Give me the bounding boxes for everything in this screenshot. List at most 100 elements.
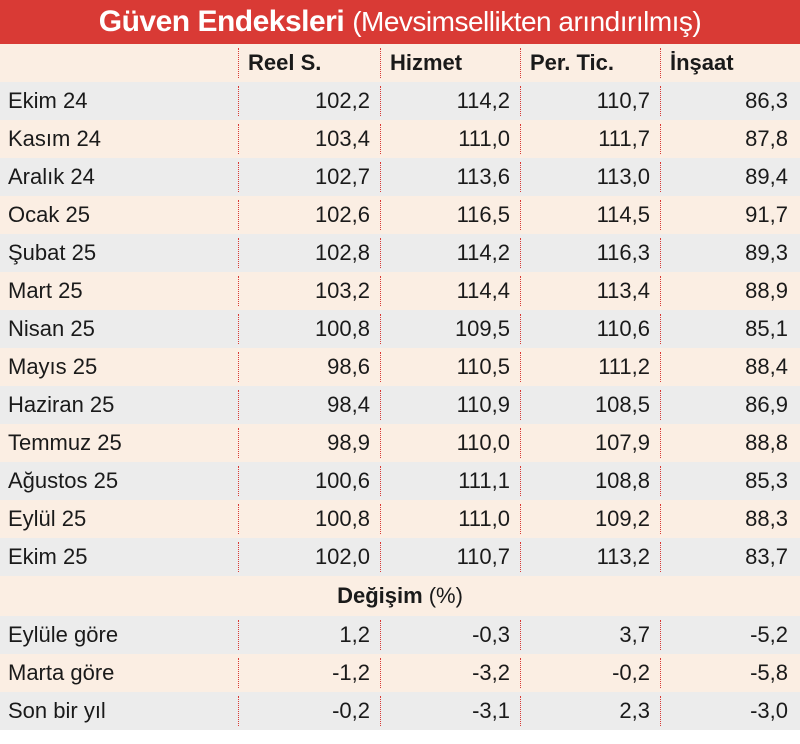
- value-cell: 103,2: [314, 278, 370, 303]
- value-cell: 98,4: [327, 392, 370, 417]
- row-label: Temmuz 25: [8, 430, 122, 455]
- row-label: Eylüle göre: [8, 622, 119, 647]
- column-separator: [238, 504, 239, 534]
- column-separator: [380, 86, 381, 116]
- value-cell: 98,9: [327, 430, 370, 455]
- column-separator: [380, 428, 381, 458]
- column-header-insaat: İnşaat: [670, 50, 734, 75]
- value-cell: 88,9: [745, 278, 788, 303]
- column-separator: [380, 658, 381, 688]
- column-separator: [238, 124, 239, 154]
- column-separator: [238, 466, 239, 496]
- row-label: Aralık 24: [8, 164, 95, 189]
- column-separator: [238, 428, 239, 458]
- table-row: Ağustos 25 100,6 111,1 108,8 85,3: [0, 462, 800, 500]
- value-cell: 116,5: [456, 202, 510, 227]
- value-cell: 100,8: [314, 316, 370, 341]
- column-separator: [238, 658, 239, 688]
- value-cell: -1,2: [332, 660, 370, 685]
- column-separator: [660, 86, 661, 116]
- value-cell: 109,5: [454, 316, 510, 341]
- header-empty-cell: [0, 44, 238, 82]
- table-row: Aralık 24 102,7 113,6 113,0 89,4: [0, 158, 800, 196]
- table-row: Eylül 25 100,8 111,0 109,2 88,3: [0, 500, 800, 538]
- column-separator: [520, 200, 521, 230]
- title-text: Güven Endeksleri: [98, 5, 345, 38]
- value-cell: 88,3: [745, 506, 788, 531]
- column-separator: [520, 466, 521, 496]
- column-separator: [660, 238, 661, 268]
- column-separator: [520, 696, 521, 726]
- row-label: Son bir yıl: [8, 698, 106, 723]
- column-separator: [238, 162, 239, 192]
- value-cell: -0,2: [612, 660, 650, 685]
- value-cell: 108,8: [594, 468, 650, 493]
- value-cell: 102,8: [314, 240, 370, 265]
- value-cell: 111,7: [598, 126, 650, 151]
- column-separator: [380, 696, 381, 726]
- value-cell: 110,7: [596, 88, 650, 113]
- value-cell: 85,1: [745, 316, 788, 341]
- change-rows: Eylüle göre 1,2 -0,3 3,7 -5,2 Marta göre -1,2 -…: [0, 616, 800, 730]
- change-section-unit: (%): [428, 583, 463, 608]
- value-cell: 108,5: [594, 392, 650, 417]
- column-separator: [380, 162, 381, 192]
- change-section-header: Değişim (%): [0, 576, 800, 616]
- column-header-reel: Reel S.: [248, 50, 322, 75]
- column-separator: [660, 658, 661, 688]
- value-cell: 102,7: [314, 164, 370, 189]
- column-separator: [520, 504, 521, 534]
- column-separator: [660, 276, 661, 306]
- column-separator: [380, 276, 381, 306]
- value-cell: 89,3: [745, 240, 788, 265]
- value-cell: 107,9: [594, 430, 650, 455]
- column-separator: [520, 276, 521, 306]
- column-separator: [380, 390, 381, 420]
- value-cell: 113,6: [456, 164, 510, 189]
- row-label: Nisan 25: [8, 316, 95, 341]
- row-label: Marta göre: [8, 660, 115, 685]
- column-separator: [660, 352, 661, 382]
- value-cell: 1,2: [339, 622, 370, 647]
- column-header-hizmet: Hizmet: [390, 50, 463, 75]
- column-separator: [660, 162, 661, 192]
- value-cell: 102,2: [314, 88, 370, 113]
- value-cell: 114,2: [456, 88, 510, 113]
- table-row: Temmuz 25 98,9 110,0 107,9 88,8: [0, 424, 800, 462]
- column-separator: [520, 48, 521, 78]
- value-cell: -5,8: [750, 660, 788, 685]
- table-row: Ocak 25 102,6 116,5 114,5 91,7: [0, 196, 800, 234]
- column-separator: [660, 504, 661, 534]
- table-row: Ekim 25 102,0 110,7 113,2 83,7: [0, 538, 800, 576]
- column-separator: [660, 48, 661, 78]
- value-cell: 110,7: [456, 544, 510, 569]
- value-cell: 109,2: [594, 506, 650, 531]
- column-separator: [238, 314, 239, 344]
- value-cell: 111,0: [458, 126, 510, 151]
- column-separator: [380, 238, 381, 268]
- subtitle-text: (Mevsimsellikten arındırılmış): [352, 6, 702, 37]
- table-row: Son bir yıl -0,2 -3,1 2,3 -3,0: [0, 692, 800, 730]
- value-cell: 111,1: [458, 468, 510, 493]
- table-row: Kasım 24 103,4 111,0 111,7 87,8: [0, 120, 800, 158]
- column-separator: [380, 314, 381, 344]
- value-cell: 91,7: [745, 202, 788, 227]
- data-rows: Ekim 24 102,2 114,2 110,7 86,3 Kasım 24 103,4 1…: [0, 82, 800, 576]
- column-separator: [660, 542, 661, 572]
- column-separator: [380, 542, 381, 572]
- column-separator: [660, 696, 661, 726]
- column-separator: [380, 124, 381, 154]
- column-separator: [380, 200, 381, 230]
- column-separator: [380, 620, 381, 650]
- value-cell: 2,3: [619, 698, 650, 723]
- value-cell: 110,6: [596, 316, 650, 341]
- column-separator: [238, 48, 239, 78]
- column-separator: [660, 428, 661, 458]
- table-row: Haziran 25 98,4 110,9 108,5 86,9: [0, 386, 800, 424]
- value-cell: 114,2: [456, 240, 510, 265]
- column-separator: [238, 352, 239, 382]
- column-separator: [238, 86, 239, 116]
- column-separator: [660, 466, 661, 496]
- value-cell: 85,3: [745, 468, 788, 493]
- column-separator: [520, 428, 521, 458]
